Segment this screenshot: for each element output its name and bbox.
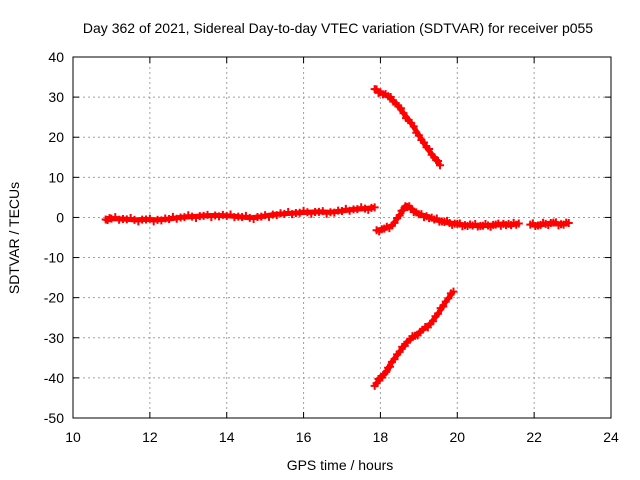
data-point xyxy=(122,215,131,224)
grid-lines xyxy=(73,57,611,418)
data-point xyxy=(449,287,458,296)
series-segment xyxy=(370,85,444,170)
data-point xyxy=(372,379,381,388)
x-tick-label: 10 xyxy=(65,429,81,445)
data-point xyxy=(390,355,399,364)
x-tick-label: 18 xyxy=(373,429,389,445)
x-axis-label: GPS time / hours xyxy=(287,457,394,473)
y-tick-label: 20 xyxy=(48,129,64,145)
y-tick-label: -10 xyxy=(44,250,64,266)
data-point xyxy=(357,203,366,212)
y-tick-label: 40 xyxy=(48,49,64,65)
series-segment xyxy=(372,202,523,236)
data-point xyxy=(444,294,453,303)
y-tick-label: -20 xyxy=(44,290,64,306)
data-point xyxy=(400,341,409,350)
data-series xyxy=(101,85,573,390)
data-point xyxy=(257,212,266,221)
y-tick-label: -50 xyxy=(44,410,64,426)
data-point xyxy=(425,144,434,153)
x-tick-label: 24 xyxy=(603,429,619,445)
data-point xyxy=(434,157,443,166)
y-tick-labels: 40 30 20 10 0 -10 -20 -30 -40 -50 xyxy=(44,49,64,426)
data-point xyxy=(130,215,139,224)
data-point xyxy=(435,161,444,170)
series-segment xyxy=(526,218,573,230)
data-point xyxy=(428,317,437,326)
data-point xyxy=(390,218,399,227)
data-point xyxy=(439,302,448,311)
data-point xyxy=(382,367,391,376)
data-point xyxy=(149,217,158,226)
data-point xyxy=(396,104,405,113)
x-tick-label: 12 xyxy=(142,429,158,445)
data-point xyxy=(414,131,423,140)
data-point xyxy=(222,211,231,220)
data-point xyxy=(184,211,193,220)
data-point xyxy=(564,219,573,228)
y-tick-label: -30 xyxy=(44,330,64,346)
plot-frame xyxy=(72,56,612,419)
axis-ticks xyxy=(72,56,612,419)
data-point xyxy=(238,213,247,222)
data-point xyxy=(107,214,116,223)
y-axis-label: SDTVAR / TECUs xyxy=(6,182,22,294)
data-point xyxy=(345,206,354,215)
series-segment xyxy=(370,287,458,390)
data-point xyxy=(172,214,181,223)
x-tick-label: 16 xyxy=(296,429,312,445)
data-point xyxy=(322,209,331,218)
y-tick-label: 0 xyxy=(56,209,64,225)
data-point xyxy=(514,219,523,228)
data-point xyxy=(409,122,418,131)
x-tick-label: 20 xyxy=(449,429,465,445)
y-tick-label: -40 xyxy=(44,370,64,386)
data-point xyxy=(395,347,404,356)
data-point xyxy=(434,309,443,318)
data-point xyxy=(299,206,308,215)
y-tick-label: 30 xyxy=(48,89,64,105)
data-point xyxy=(386,362,395,371)
data-point xyxy=(245,213,254,222)
series-segment xyxy=(101,203,379,226)
data-point xyxy=(188,212,197,221)
data-point xyxy=(303,208,312,217)
data-point xyxy=(399,109,408,118)
data-point xyxy=(386,92,395,101)
data-point xyxy=(215,212,224,221)
y-tick-label: 10 xyxy=(48,169,64,185)
data-point xyxy=(395,211,404,220)
x-tick-label: 14 xyxy=(219,429,235,445)
data-point xyxy=(370,203,379,212)
data-point xyxy=(419,138,428,147)
data-point xyxy=(288,210,297,219)
x-tick-label: 22 xyxy=(526,429,542,445)
x-tick-labels: 10 12 14 16 18 20 22 24 xyxy=(65,429,619,445)
chart-title: Day 362 of 2021, Sidereal Day-to-day VTE… xyxy=(83,20,593,36)
